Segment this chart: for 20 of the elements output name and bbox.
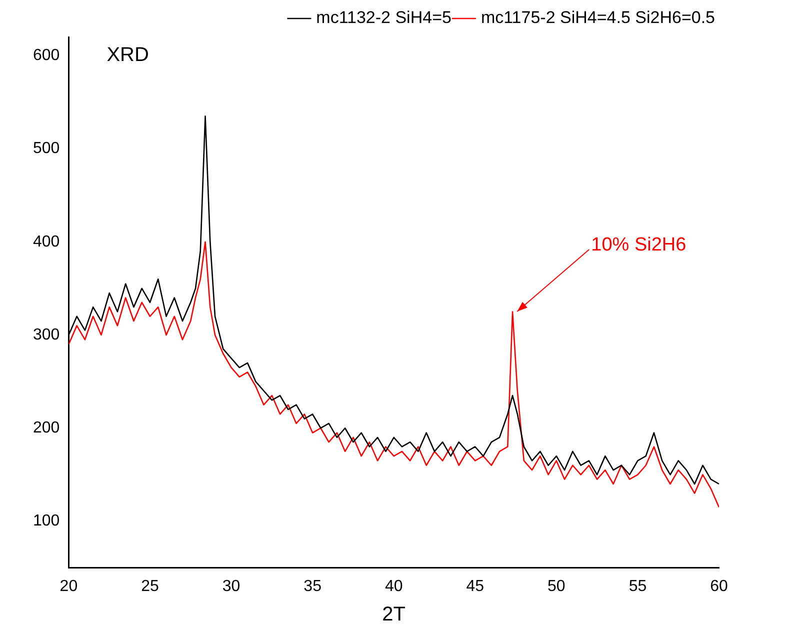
- y-tick-label: 400: [32, 233, 60, 250]
- legend-label: mc1132-2 SiH4=5: [316, 8, 452, 28]
- x-tick-label: 40: [384, 578, 403, 595]
- x-tick-label: 30: [222, 578, 240, 595]
- chart-title: XRD: [106, 44, 149, 66]
- y-tick-label: 300: [32, 326, 60, 344]
- legend-label: mc1175-2 SiH4=4.5 Si2H6=0.5: [480, 8, 716, 28]
- annotation: 10% Si2H6: [591, 234, 686, 256]
- x-tick-label: 25: [141, 578, 159, 595]
- x-tick-label: 35: [304, 578, 322, 595]
- y-tick-label: 600: [32, 47, 60, 64]
- y-tick-label: 200: [32, 420, 60, 437]
- x-axis-title: 2T: [382, 604, 406, 626]
- x-tick-label: 20: [60, 578, 78, 595]
- x-tick-label: 45: [466, 578, 484, 595]
- x-tick-label: 60: [710, 578, 728, 595]
- y-tick-label: 500: [32, 140, 60, 158]
- x-tick-label: 50: [548, 578, 566, 595]
- x-tick-label: 55: [628, 578, 647, 595]
- y-tick-label: 100: [32, 512, 60, 530]
